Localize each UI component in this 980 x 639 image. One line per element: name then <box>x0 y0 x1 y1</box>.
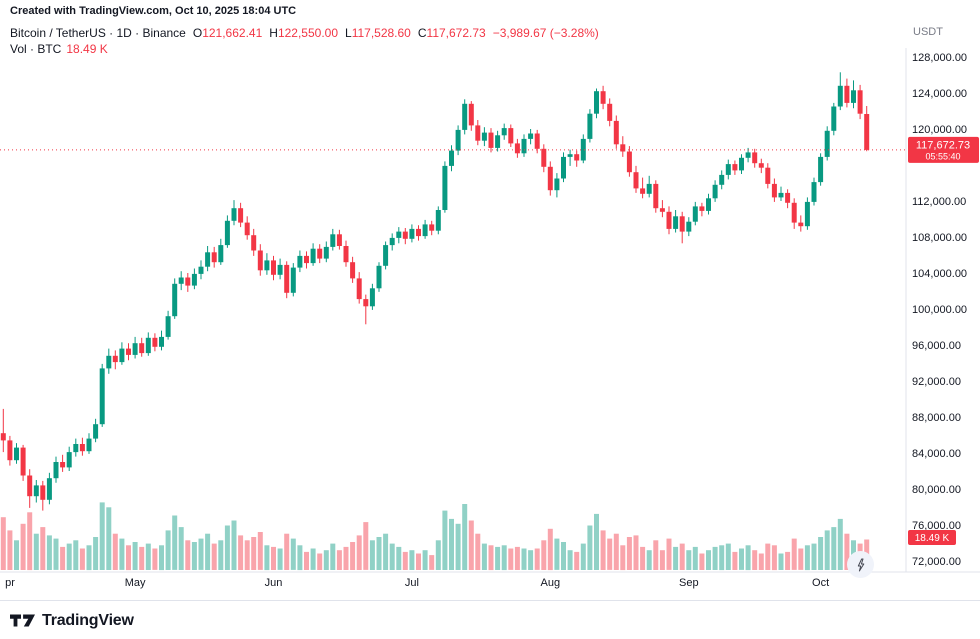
svg-text:117,672.73: 117,672.73 <box>916 139 970 151</box>
volume-legend-label: Vol · BTC <box>10 42 62 56</box>
svg-text:120,000.00: 120,000.00 <box>912 124 967 136</box>
lightning-icon <box>857 558 864 571</box>
time-scale[interactable]: pr May Jun Jul Aug Sep Oct <box>5 577 829 589</box>
volume-badge: 18.49 K <box>908 530 956 545</box>
svg-text:Jun: Jun <box>265 577 283 589</box>
ohlc-open-label: O <box>192 26 203 40</box>
tradingview-brand-text: TradingView <box>42 611 134 629</box>
price-scale[interactable]: 128,000.00 124,000.00 120,000.00 112,000.00… <box>912 52 967 568</box>
svg-text:96,000.00: 96,000.00 <box>912 340 961 352</box>
ohlc-change-value: −3,989.67 (−3.28%) <box>492 26 599 40</box>
tradingview-logo-icon <box>10 614 35 627</box>
price-scale-currency: USDT <box>913 26 943 38</box>
svg-text:108,000.00: 108,000.00 <box>912 232 967 244</box>
snapshot-annotation: Created with TradingView.com, Oct 10, 20… <box>10 5 297 17</box>
tradingview-brand[interactable]: TradingView <box>10 612 134 630</box>
volume-legend-value: 18.49 K <box>66 42 108 56</box>
legend-symbol-title[interactable]: Bitcoin / TetherUS · 1D · Binance <box>10 26 186 40</box>
svg-text:88,000.00: 88,000.00 <box>912 412 961 424</box>
svg-text:104,000.00: 104,000.00 <box>912 268 967 280</box>
volume-legend: Vol · BTC 18.49 K <box>10 42 108 56</box>
ohlc-high-label: H <box>269 26 278 40</box>
svg-text:pr: pr <box>5 577 15 589</box>
chart-legend: Bitcoin / TetherUS · 1D · Binance O121,66… <box>10 26 599 40</box>
svg-text:84,000.00: 84,000.00 <box>912 448 961 460</box>
lightning-button[interactable] <box>847 551 874 578</box>
svg-text:72,000.00: 72,000.00 <box>912 556 961 568</box>
ohlc-low-value: 117,528.60 <box>351 26 411 40</box>
svg-text:124,000.00: 124,000.00 <box>912 88 967 100</box>
svg-text:05:55:40: 05:55:40 <box>925 151 960 161</box>
svg-text:18.49 K: 18.49 K <box>915 533 950 544</box>
ohlc-high-value: 122,550.00 <box>277 26 338 40</box>
chart-canvas[interactable]: 128,000.00 124,000.00 120,000.00 112,000.00… <box>0 0 980 600</box>
svg-text:Oct: Oct <box>812 577 829 589</box>
svg-text:76,000.00: 76,000.00 <box>912 520 961 532</box>
candles-layer <box>0 72 870 511</box>
svg-text:128,000.00: 128,000.00 <box>912 52 967 64</box>
svg-text:Aug: Aug <box>541 577 561 589</box>
svg-text:Jul: Jul <box>405 577 419 589</box>
ohlc-open-value: 121,662.41 <box>202 26 263 40</box>
footer-bar: TradingView <box>0 600 980 639</box>
svg-text:92,000.00: 92,000.00 <box>912 376 961 388</box>
svg-text:Sep: Sep <box>679 577 699 589</box>
ohlc-low-label: L <box>345 26 352 40</box>
ohlc-close-label: C <box>417 26 427 40</box>
ohlc-close-value: 117,672.73 <box>426 26 486 40</box>
svg-text:100,000.00: 100,000.00 <box>912 304 967 316</box>
volume-bars-layer <box>0 502 870 571</box>
svg-text:May: May <box>125 577 146 589</box>
svg-text:80,000.00: 80,000.00 <box>912 484 961 496</box>
svg-text:112,000.00: 112,000.00 <box>912 196 966 208</box>
